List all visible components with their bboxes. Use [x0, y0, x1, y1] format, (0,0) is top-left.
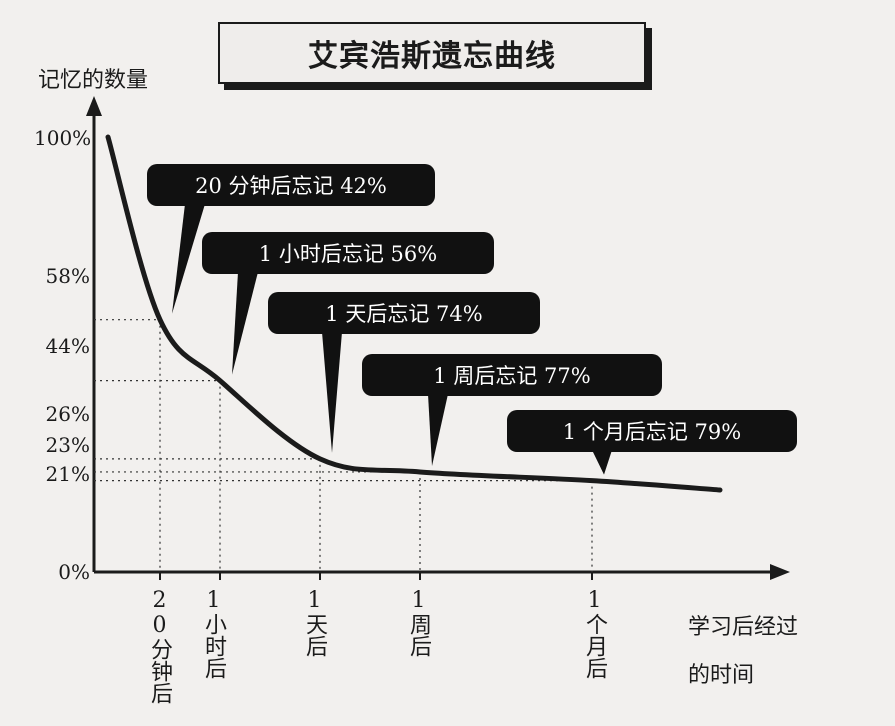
- callout-pointers: [172, 204, 612, 475]
- y-tick-label: 21%: [45, 462, 90, 486]
- x-axis-arrow: [770, 564, 790, 580]
- callout-pointer: [172, 204, 205, 314]
- callout-pointer: [592, 450, 612, 475]
- y-axis-label: 记忆的数量: [38, 68, 149, 93]
- callout-20min: 20 分钟后忘记 42%: [147, 164, 435, 206]
- y-tick-label: 44%: [45, 334, 90, 358]
- y-tick-label: 23%: [45, 433, 90, 457]
- callout-1week: 1 周后忘记 77%: [362, 354, 662, 396]
- callout-1month: 1 个月后忘记 79%: [507, 410, 797, 452]
- forgetting-curve: [105, 134, 723, 493]
- axes: [86, 96, 790, 580]
- x-tick-label: 1周后: [406, 588, 431, 657]
- x-axis-label: 学习后经过的时间: [688, 615, 799, 688]
- curve-line: [105, 134, 723, 493]
- x-tick-label: 1小时后: [201, 588, 226, 679]
- y-axis-arrow: [86, 96, 102, 116]
- x-tick-label: 1个月后: [582, 588, 607, 679]
- x-tick-label: 1天后: [302, 588, 327, 657]
- y-tick-label: 100%: [34, 126, 92, 150]
- x-tick-label: 20分钟后: [147, 588, 172, 704]
- callout-pointer: [232, 272, 258, 375]
- chart-title: 艾宾浩斯遗忘曲线: [218, 22, 646, 84]
- callout-1day: 1 天后忘记 74%: [268, 292, 540, 334]
- callout-pointer: [428, 394, 448, 466]
- callout-pointer: [322, 332, 342, 453]
- y-tick-label: 26%: [45, 402, 90, 426]
- callout-1hour: 1 小时后忘记 56%: [202, 232, 494, 274]
- y-tick-label: 0%: [58, 560, 90, 584]
- y-tick-label: 58%: [45, 264, 90, 288]
